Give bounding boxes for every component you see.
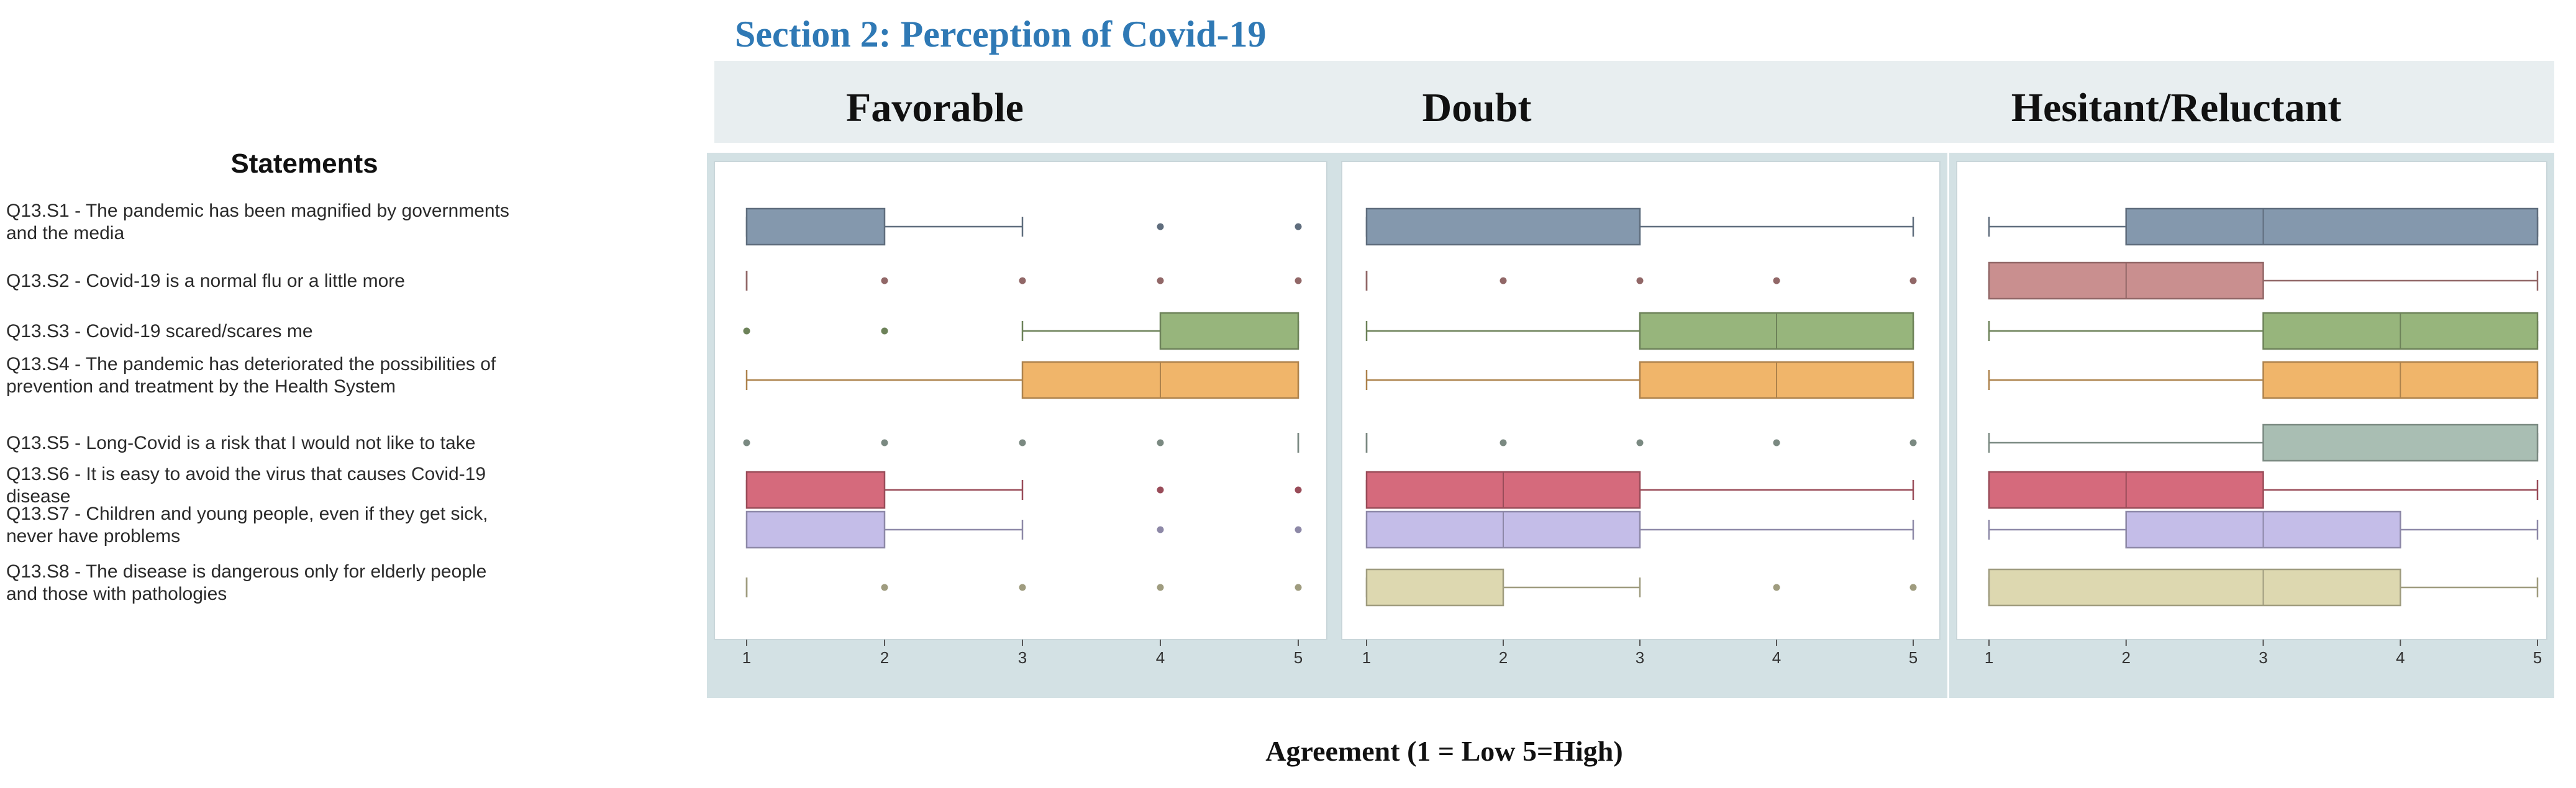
iqr-box xyxy=(745,510,886,549)
box-q13-s1 xyxy=(1365,207,1914,246)
outlier-point xyxy=(881,327,888,335)
statement-label-q13-s5: Q13.S5 - Long-Covid is a risk that I wou… xyxy=(6,433,475,453)
outlier-point xyxy=(1909,277,1917,284)
outlier-point xyxy=(881,277,888,284)
x-tick-label: 3 xyxy=(1636,648,1644,667)
box-q13-s7 xyxy=(1365,510,1914,549)
iqr-box xyxy=(1159,312,1299,350)
panel-title: Doubt xyxy=(1422,85,1531,130)
outlier-point xyxy=(1295,584,1302,591)
iqr-box xyxy=(1988,568,2401,607)
outlier-point xyxy=(1019,439,1026,446)
statement-label-q13-s8: Q13.S8 - The disease is dangerous only f… xyxy=(6,561,486,604)
outlier-point xyxy=(1295,223,1302,230)
outlier-point xyxy=(1909,439,1917,446)
box-q13-s3 xyxy=(743,312,1299,350)
statements-header: Statements xyxy=(230,148,378,179)
box-q13-s3 xyxy=(1365,312,1914,350)
x-tick-label: 3 xyxy=(1018,648,1027,667)
outlier-point xyxy=(1295,526,1302,533)
x-tick-label: 5 xyxy=(1294,648,1303,667)
statement-label-q13-s2: Q13.S2 - Covid-19 is a normal flu or a l… xyxy=(6,271,405,291)
outlier-point xyxy=(1157,526,1164,533)
statement-labels: Q13.S1 - The pandemic has been magnified… xyxy=(6,201,509,604)
outlier-point xyxy=(881,584,888,591)
x-tick-label: 4 xyxy=(1772,648,1781,667)
box-q13-s2 xyxy=(745,271,1302,291)
panel-title: Favorable xyxy=(846,85,1024,130)
x-tick-label: 1 xyxy=(1985,648,1993,667)
outlier-point xyxy=(1636,277,1644,284)
panel-title: Hesitant/Reluctant xyxy=(2011,85,2342,130)
x-tick-label: 2 xyxy=(2122,648,2131,667)
box-q13-s2 xyxy=(1988,261,2539,300)
iqr-box xyxy=(1365,207,1641,246)
box-q13-s4 xyxy=(1365,361,1914,399)
iqr-box xyxy=(1365,568,1504,607)
box-q13-s6 xyxy=(745,471,1302,509)
statement-label-q13-s3: Q13.S3 - Covid-19 scared/scares me xyxy=(6,321,313,342)
x-tick-label: 5 xyxy=(1909,648,1918,667)
box-q13-s5 xyxy=(1988,423,2539,462)
outlier-point xyxy=(1773,584,1780,591)
x-tick-label: 1 xyxy=(742,648,751,667)
outlier-point xyxy=(743,439,750,446)
x-axis-caption: Agreement (1 = Low 5=High) xyxy=(1265,735,1623,767)
x-tick-label: 3 xyxy=(2259,648,2267,667)
box-q13-s8 xyxy=(745,577,1302,597)
box-q13-s7 xyxy=(745,510,1302,549)
statement-label-q13-s7: Q13.S7 - Children and young people, even… xyxy=(6,504,488,546)
box-q13-s2 xyxy=(1365,271,1917,291)
box-q13-s7 xyxy=(1988,510,2539,549)
outlier-point xyxy=(881,439,888,446)
outlier-point xyxy=(743,327,750,335)
box-q13-s8 xyxy=(1365,568,1917,607)
box-q13-s5 xyxy=(743,433,1299,453)
box-q13-s8 xyxy=(1988,568,2539,607)
box-q13-s1 xyxy=(1988,207,2539,246)
panel-3: Hesitant/Reluctant 1 2 3 4 5 xyxy=(1949,85,2554,698)
x-tick-label: 2 xyxy=(880,648,889,667)
panel-2: Doubt 1 2 3 4 5 xyxy=(1334,85,1947,698)
x-tick-label: 5 xyxy=(2533,648,2542,667)
iqr-box xyxy=(745,471,886,509)
x-tick-label: 1 xyxy=(1362,648,1371,667)
outlier-point xyxy=(1500,439,1507,446)
iqr-box xyxy=(2262,423,2539,462)
iqr-box xyxy=(745,207,886,246)
statement-label-q13-s1: Q13.S1 - The pandemic has been magnified… xyxy=(6,201,509,243)
outlier-point xyxy=(1157,223,1164,230)
statement-label-q13-s6: Q13.S6 - It is easy to avoid the virus t… xyxy=(6,464,486,507)
box-q13-s3 xyxy=(1988,312,2539,350)
panel-1: Favorable 1 2 3 4 5 xyxy=(707,85,1334,698)
box-q13-s6 xyxy=(1988,471,2539,509)
outlier-point xyxy=(1295,486,1302,494)
statement-label-q13-s4: Q13.S4 - The pandemic has deteriorated t… xyxy=(6,354,496,397)
outlier-point xyxy=(1019,584,1026,591)
box-q13-s1 xyxy=(745,207,1302,246)
x-tick-label: 4 xyxy=(1156,648,1165,667)
outlier-point xyxy=(1773,439,1780,446)
x-tick-label: 2 xyxy=(1499,648,1508,667)
outlier-point xyxy=(1019,277,1026,284)
outlier-point xyxy=(1500,277,1507,284)
iqr-box xyxy=(2125,207,2539,246)
outlier-point xyxy=(1909,584,1917,591)
outlier-point xyxy=(1295,277,1302,284)
outlier-point xyxy=(1157,277,1164,284)
outlier-point xyxy=(1636,439,1644,446)
outlier-point xyxy=(1773,277,1780,284)
outlier-point xyxy=(1157,584,1164,591)
section-title: Section 2: Perception of Covid-19 xyxy=(735,14,1266,55)
panel-title-band xyxy=(714,61,2554,143)
box-q13-s6 xyxy=(1365,471,1914,509)
outlier-point xyxy=(1157,486,1164,494)
box-q13-s4 xyxy=(1988,361,2539,399)
box-q13-s4 xyxy=(745,361,1299,399)
outlier-point xyxy=(1157,439,1164,446)
x-tick-label: 4 xyxy=(2396,648,2405,667)
box-q13-s5 xyxy=(1365,433,1917,453)
